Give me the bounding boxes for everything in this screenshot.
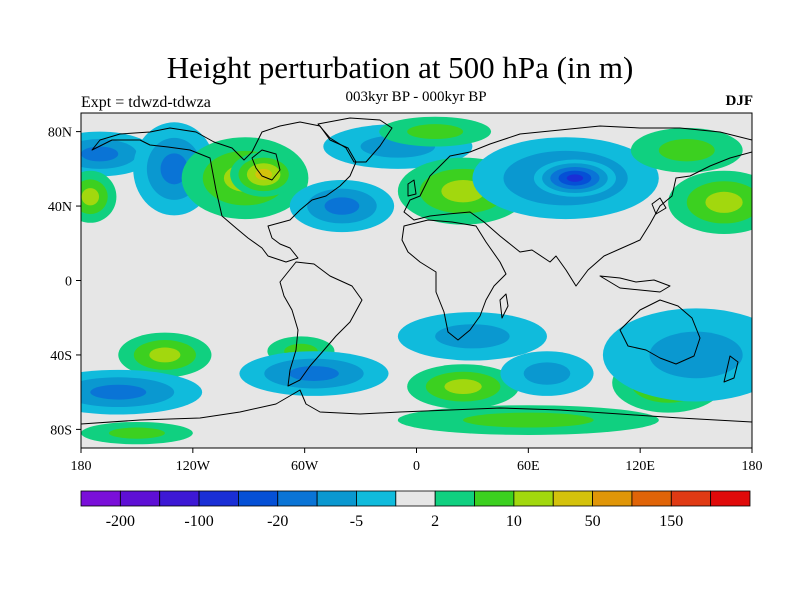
lon-tick-label: 60W (291, 459, 319, 474)
contour-blob-13-level-3 (149, 347, 181, 363)
lon-tick-label: 120E (625, 459, 655, 474)
contour-blob-21-level-2 (649, 331, 743, 379)
contour-fill-layer (81, 116, 752, 445)
colorbar-box-7 (356, 490, 397, 507)
colorbar-box-3 (198, 490, 239, 507)
coastline-hudson-bay (251, 149, 281, 181)
coastline-madagascar (499, 293, 509, 319)
contour-blob-12-level-2 (658, 139, 715, 162)
coastline-british-isles (407, 179, 417, 197)
colorbar-box-11 (513, 490, 554, 507)
experiment-label: Expt = tdwzd-tdwza (81, 94, 211, 111)
colorbar-box-0 (80, 490, 121, 507)
contour-blob-10-level-5 (566, 174, 584, 182)
contour-blob-5-level-3 (324, 197, 360, 215)
colorbar-box-6 (316, 490, 357, 507)
lat-tick-label: 40N (48, 200, 72, 215)
colorbar-box-14 (631, 490, 672, 507)
colorbar-box-5 (277, 490, 318, 507)
colorbar-label: -5 (350, 513, 363, 530)
colorbar-box-16 (710, 490, 751, 507)
lon-tick-label: 120W (176, 459, 211, 474)
colorbar-label: -100 (184, 513, 213, 530)
colorbar: -200 -100 -20 -5 2 10 50 150 (80, 490, 751, 530)
longitude-axis: 180 120W 60W 0 60E 120E 180 (71, 448, 763, 474)
coastline-australia (619, 299, 701, 365)
coastline-eurasia (403, 125, 752, 287)
coastline-antarctica (81, 389, 752, 425)
colorbar-box-1 (119, 490, 161, 507)
map-subtitle: 003kyr BP - 000kyr BP (345, 89, 487, 105)
contour-blob-8-level-2 (407, 124, 464, 140)
contour-blob-1-level-3 (160, 153, 188, 185)
colorbar-label: 2 (431, 513, 439, 530)
colorbar-box-9 (434, 490, 475, 507)
coastline-indonesia (599, 275, 671, 293)
contour-blob-16-level-3 (289, 366, 339, 381)
colorbar-label: -20 (267, 513, 288, 530)
lat-tick-label: 40S (50, 349, 72, 364)
contour-blob-7-level-3 (441, 180, 485, 203)
map-title: Height perturbation at 500 hPa (in m) (166, 50, 634, 85)
season-label: DJF (725, 93, 754, 109)
colorbar-box-15 (670, 490, 712, 507)
contour-blob-11-level-3 (705, 191, 743, 213)
lon-tick-label: 180 (71, 459, 92, 474)
contour-blob-17-level-2 (435, 324, 510, 349)
contour-blob-2-level-3 (81, 188, 100, 206)
contour-blob-4-level-4 (255, 168, 273, 181)
colorbar-box-4 (238, 490, 279, 507)
colorbar-box-8 (395, 490, 436, 507)
contour-blob-23-level-2 (108, 427, 165, 439)
coastline-greenland (317, 117, 393, 163)
coastline-north-america (91, 121, 357, 263)
colorbar-label: 150 (659, 513, 683, 530)
lon-tick-label: 0 (413, 459, 420, 474)
colorbar-box-2 (159, 490, 200, 507)
coastline-japan (651, 197, 667, 215)
contour-blob-22-level-2 (463, 412, 594, 428)
latitude-axis: 80N 40N 0 40S 80S (48, 126, 81, 438)
coastline-layer (81, 117, 752, 425)
contour-blob-18-level-3 (444, 379, 482, 395)
lat-tick-label: 80N (48, 126, 72, 141)
coastline-new-zealand (723, 355, 739, 383)
colorbar-label: 50 (585, 513, 601, 530)
colorbar-label: 10 (506, 513, 522, 530)
lon-tick-label: 180 (742, 459, 763, 474)
coastline-south-america (279, 261, 363, 387)
lat-tick-label: 80S (50, 423, 72, 438)
colorbar-box-13 (592, 490, 633, 507)
contour-blob-19-level-2 (523, 362, 571, 385)
contour-blob-14-level-3 (90, 384, 147, 400)
colorbar-label: -200 (106, 513, 135, 530)
colorbar-box-10 (474, 490, 515, 507)
colorbar-box-12 (552, 490, 593, 507)
lat-tick-label: 0 (65, 275, 72, 290)
contour-blob-0-level-3 (81, 146, 119, 162)
coastline-africa (401, 219, 507, 341)
lon-tick-label: 60E (517, 459, 540, 474)
